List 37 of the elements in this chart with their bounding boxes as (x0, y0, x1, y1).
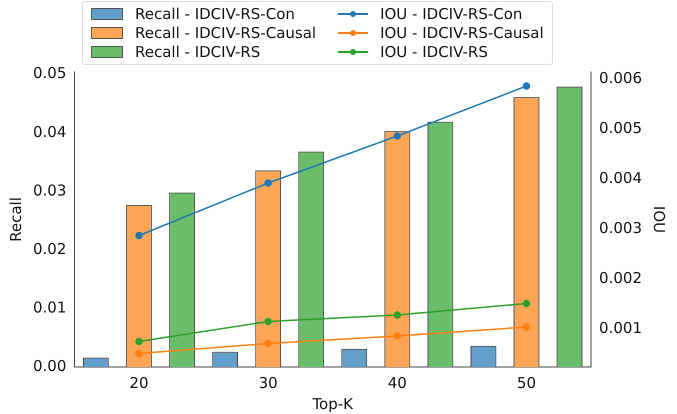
point (522, 300, 530, 308)
y-tick-label: 0.04 (32, 122, 66, 141)
x-tick-label: 40 (388, 374, 407, 392)
point (394, 332, 402, 340)
point (264, 179, 272, 187)
point (135, 338, 143, 346)
y2-tick-label: 0.001 (599, 318, 642, 337)
point (394, 132, 402, 140)
legend-label: Recall - IDCIV-RS (135, 43, 260, 61)
legend-label: IOU - IDCIV-RS (380, 43, 488, 61)
y2-tick-label: 0.003 (599, 218, 642, 237)
y2-tick-label: 0.005 (599, 118, 642, 137)
x-tick-label: 20 (129, 374, 149, 392)
y2-tick-label: 0.004 (599, 168, 642, 187)
y-tick-label: 0.01 (32, 298, 66, 316)
point (522, 82, 530, 90)
point (135, 232, 143, 240)
point (135, 350, 143, 358)
x-tick-label: 50 (516, 374, 536, 392)
point (264, 318, 272, 326)
y-tick-label: 0.02 (32, 240, 66, 258)
y2-tick-label: 0.006 (599, 68, 642, 87)
y2-tick-label: 0.002 (599, 268, 642, 287)
point (522, 323, 530, 331)
legend-label: IOU - IDCIV-RS-Con (380, 5, 522, 23)
point (264, 340, 272, 348)
y-axis-title: Recall (6, 197, 25, 242)
y-tick-label: 0.03 (32, 181, 66, 200)
x-tick-label: 30 (258, 374, 278, 392)
legend-label: IOU - IDCIV-RS-Causal (380, 24, 544, 42)
y-tick-label: 0.00 (32, 356, 66, 375)
y-tick-label: 0.05 (32, 64, 66, 82)
point (394, 311, 402, 319)
y2-axis-title: IOU (650, 206, 668, 234)
x-axis-title: Top-K (311, 394, 354, 413)
legend-label: Recall - IDCIV-RS-Con (135, 5, 295, 23)
legend-label: Recall - IDCIV-RS-Causal (135, 24, 316, 42)
